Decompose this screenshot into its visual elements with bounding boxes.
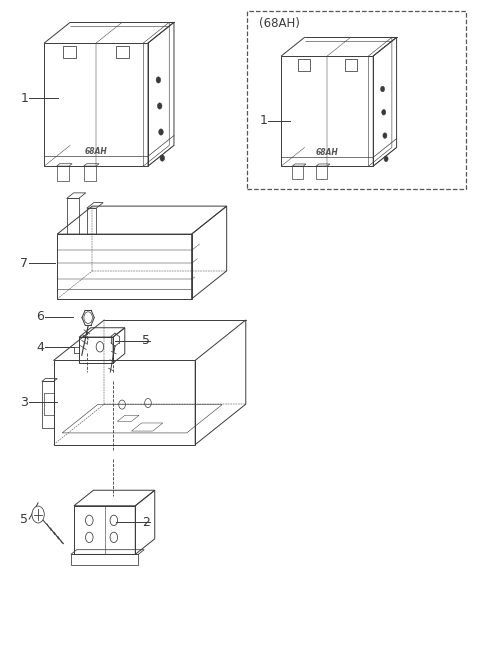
- Circle shape: [32, 506, 44, 523]
- Text: 5: 5: [142, 335, 150, 348]
- Circle shape: [157, 103, 162, 109]
- Text: 1: 1: [259, 114, 267, 127]
- Text: 7: 7: [21, 256, 28, 270]
- Circle shape: [384, 156, 388, 161]
- Text: 5: 5: [21, 512, 28, 525]
- Bar: [247, 10, 467, 189]
- Text: 1: 1: [21, 92, 28, 104]
- Circle shape: [160, 155, 165, 161]
- Circle shape: [382, 110, 386, 115]
- Text: 3: 3: [21, 396, 28, 409]
- Circle shape: [156, 77, 161, 83]
- Text: 4: 4: [36, 341, 45, 354]
- Text: 68AH: 68AH: [316, 148, 338, 157]
- Text: (68AH): (68AH): [259, 17, 300, 30]
- Text: 68AH: 68AH: [85, 147, 108, 156]
- Circle shape: [381, 86, 384, 92]
- Circle shape: [383, 133, 387, 138]
- Text: 6: 6: [36, 310, 45, 323]
- Text: 2: 2: [142, 516, 150, 529]
- Circle shape: [159, 129, 163, 135]
